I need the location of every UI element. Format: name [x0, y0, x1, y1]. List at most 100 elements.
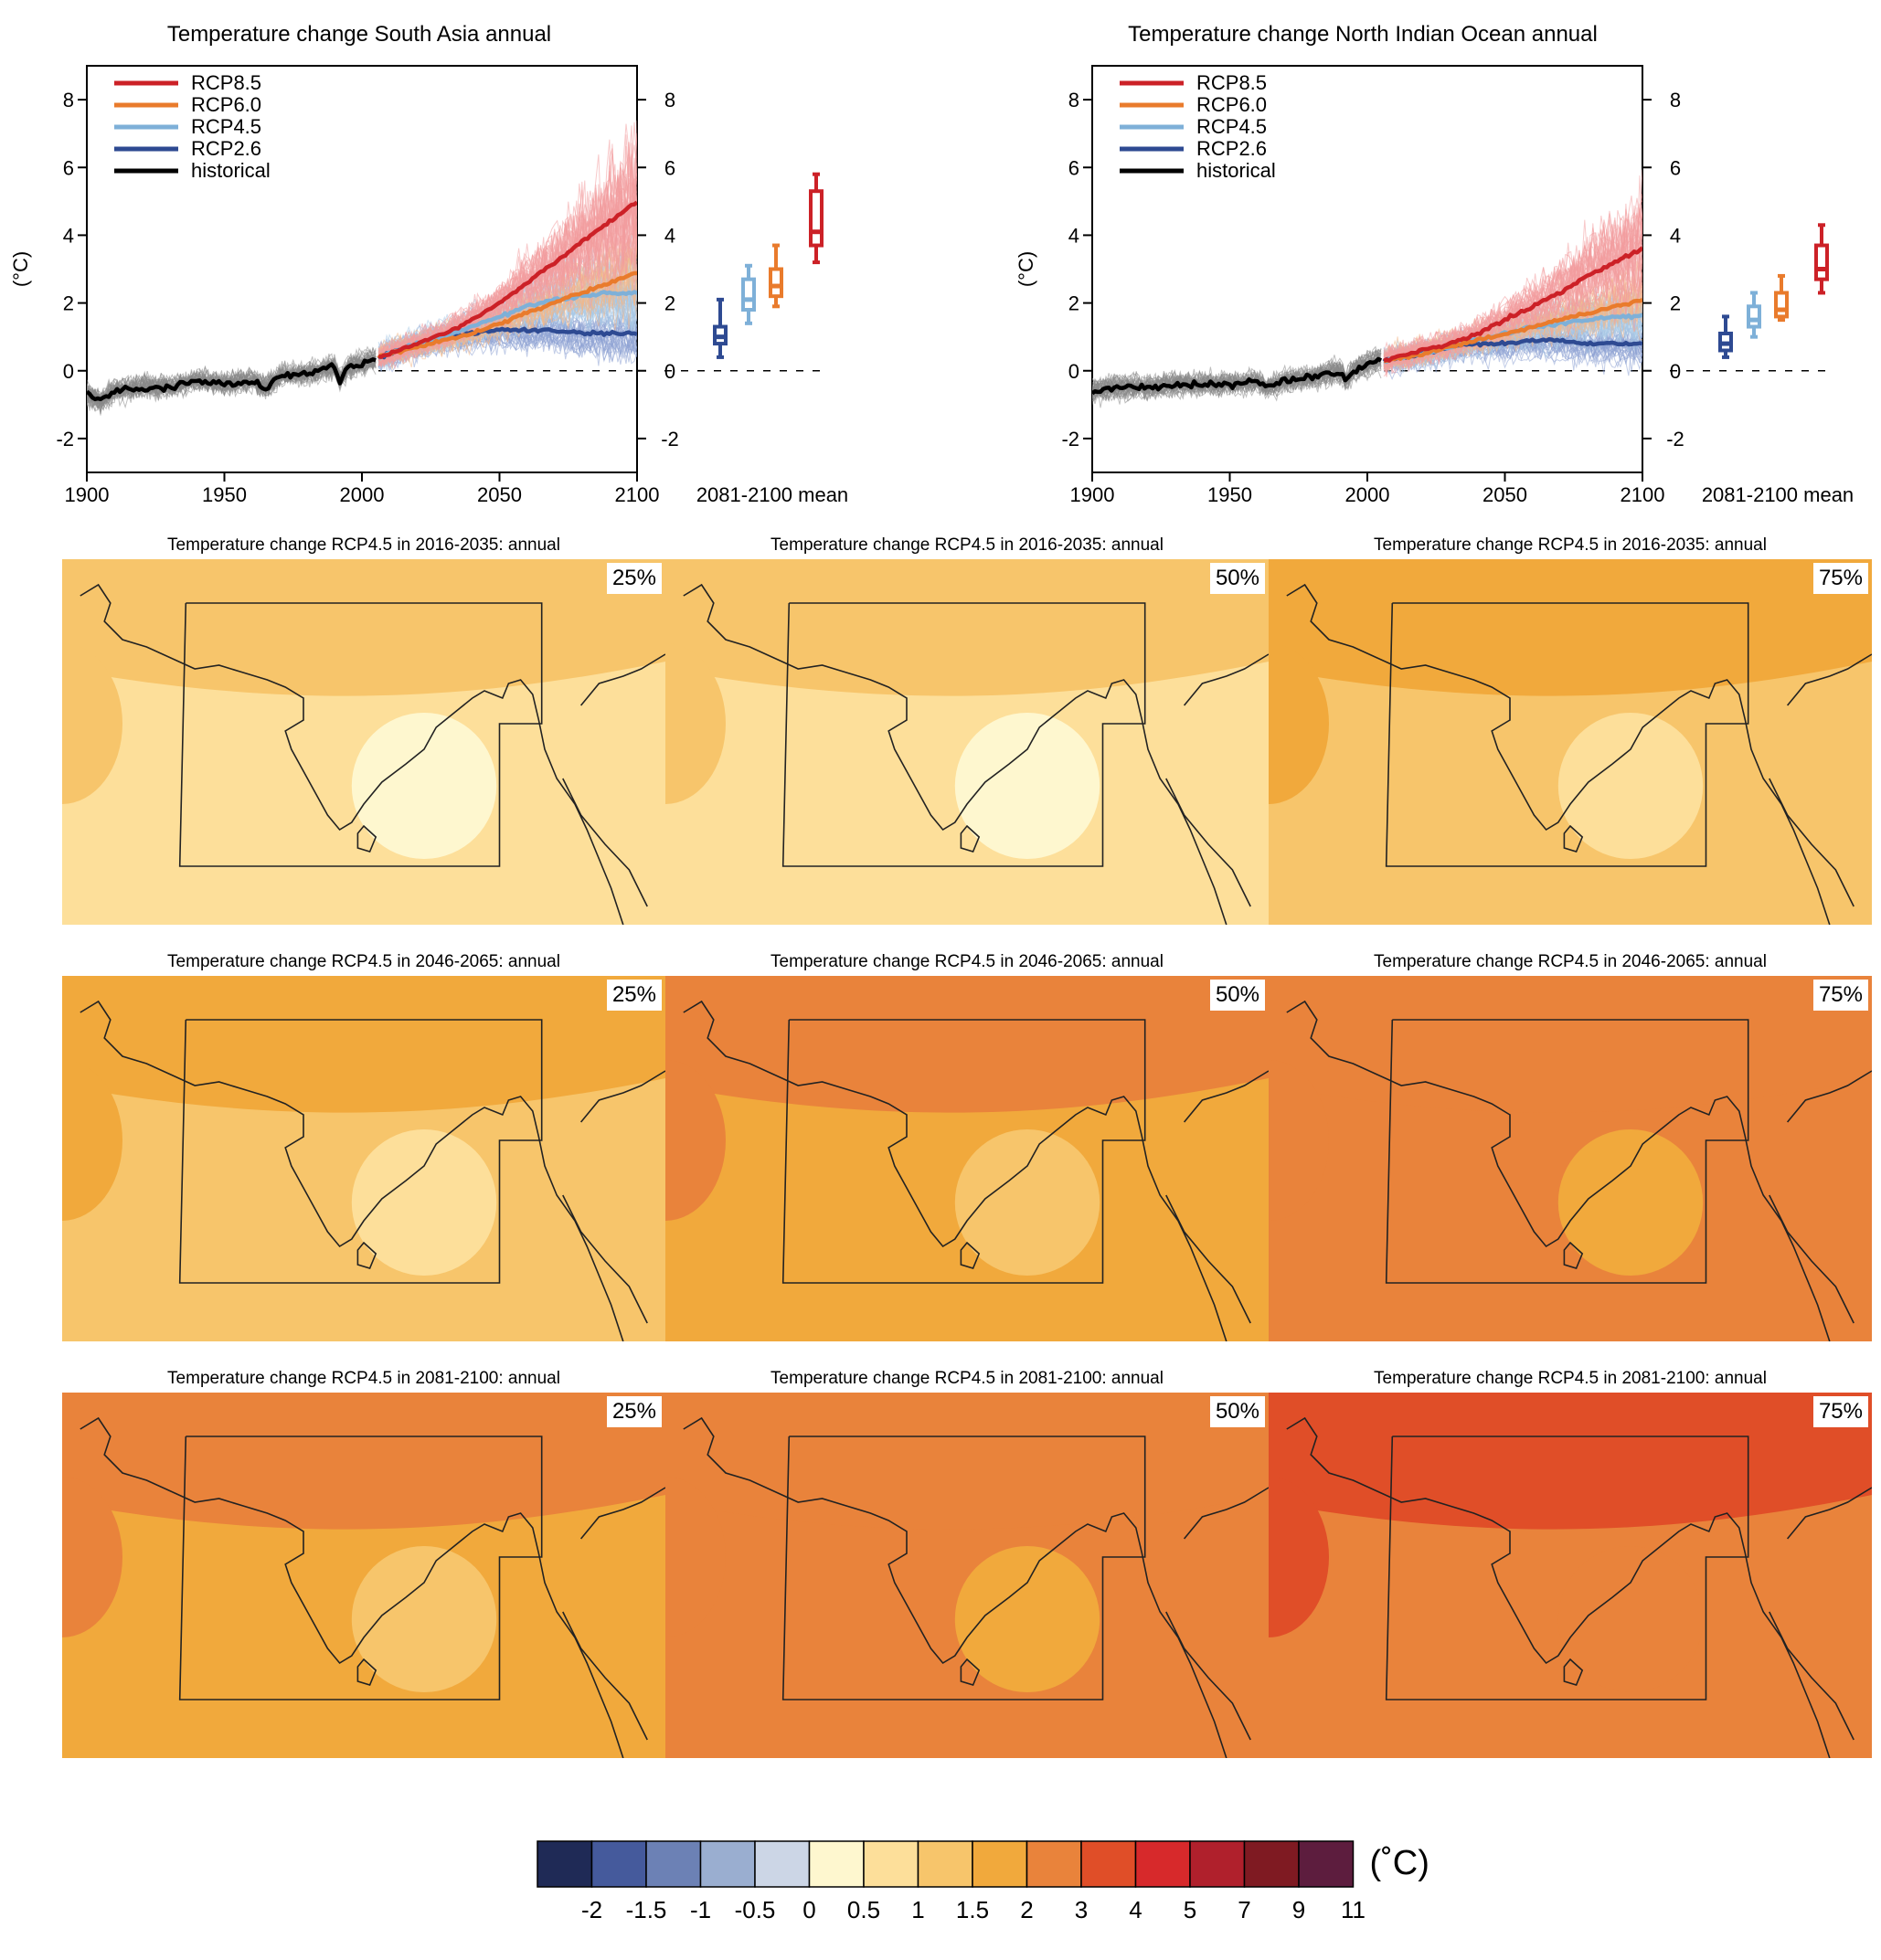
- series-line-rcp60: [1384, 298, 1642, 364]
- colorbar-tick-label: 11: [1341, 1896, 1366, 1923]
- y-tick-label-right: -2: [1666, 428, 1684, 450]
- y-tick-label: 4: [1068, 224, 1079, 247]
- percentile-badge: 50%: [1209, 1396, 1265, 1427]
- coastline-island: [1563, 1241, 1584, 1269]
- colorbar-tick-label: 1.5: [956, 1896, 989, 1923]
- map-title: Temperature change RCP4.5 in 2016-2035: …: [770, 535, 1164, 555]
- y-tick-label-right: 6: [664, 156, 675, 179]
- map-panel: 25%: [62, 1393, 665, 1758]
- coastline: [579, 1487, 665, 1540]
- colorbar-tick-label: -0.5: [735, 1896, 776, 1923]
- timeseries-panel-2: -2 -2 0 0 2 2 4 4 6 6 8 8 1900 1950 2000 2050 2100 (°C) 20…: [1015, 65, 1854, 506]
- y-tick-label-right: 4: [664, 224, 675, 247]
- map-warm-region: [62, 559, 665, 696]
- colorbar: -2 -1.5 -1 -0.5 0 0.5 1 1.5 2 3 4 5 7 9 11(˚C): [537, 1840, 1429, 1923]
- map-title: Temperature change RCP4.5 in 2046-2065: …: [1374, 952, 1767, 971]
- map-warm-region-west: [665, 1477, 726, 1637]
- legend-label: historical: [191, 159, 271, 182]
- x-tick-label: 2050: [1482, 483, 1527, 506]
- coastline: [579, 653, 665, 706]
- colorbar-swatch: [699, 1840, 756, 1888]
- colorbar-swatch: [645, 1840, 702, 1888]
- ensemble-member-line: [377, 155, 637, 366]
- percentile-badge: 75%: [1812, 980, 1868, 1011]
- coastline-island: [356, 1241, 377, 1269]
- region-outline: [1385, 1436, 1749, 1700]
- map-warm-region-west: [665, 643, 726, 804]
- map-canvas: [665, 1393, 1269, 1758]
- ensemble-member-line: [378, 267, 637, 364]
- map-panel: 75%: [1269, 976, 1872, 1341]
- colorbar-tick-label: -2: [581, 1896, 602, 1923]
- coastline: [1786, 653, 1872, 706]
- map-title: Temperature change RCP4.5 in 2046-2065: …: [770, 952, 1164, 971]
- map-cool-region: [351, 1546, 497, 1692]
- y-axis-label: (°C): [9, 251, 32, 287]
- map-title: Temperature change RCP4.5 in 2081-2100: …: [770, 1369, 1164, 1388]
- colorbar-swatch: [537, 1840, 593, 1888]
- map-canvas: [1269, 1393, 1872, 1758]
- colorbar-unit-label: (˚C): [1370, 1844, 1429, 1882]
- coastline: [579, 1070, 665, 1123]
- legend-label: RCP6.0: [191, 93, 261, 116]
- map-panel: 50%: [665, 1393, 1269, 1758]
- coastline: [1786, 1487, 1872, 1540]
- map-cool-region: [1557, 713, 1704, 859]
- colorbar-swatch: [754, 1840, 811, 1888]
- y-tick-label: 2: [1068, 292, 1079, 315]
- map-canvas: [62, 976, 665, 1341]
- map-warm-region: [665, 976, 1269, 1113]
- x-tick-label: 2000: [1345, 483, 1390, 506]
- y-tick-label: 6: [1068, 156, 1079, 179]
- map-panel: 75%: [1269, 1393, 1872, 1758]
- map-canvas: [665, 976, 1269, 1341]
- percentile-badge: 25%: [606, 1396, 662, 1427]
- map-warm-region-west: [62, 1477, 122, 1637]
- y-tick-label: 8: [1068, 89, 1079, 111]
- map-canvas: [1269, 559, 1872, 925]
- boxplot-box: [769, 267, 783, 299]
- coastline: [1183, 1070, 1269, 1123]
- plot-area: [87, 120, 637, 416]
- y-tick-label: -2: [1061, 428, 1079, 450]
- legend-label: RCP2.6: [1196, 137, 1267, 160]
- map-cool-region: [954, 713, 1100, 859]
- legend-label: RCP4.5: [191, 115, 261, 138]
- legend-label: RCP4.5: [1196, 115, 1267, 138]
- y-tick-label-right: 4: [1670, 224, 1681, 247]
- coastline: [683, 583, 1227, 925]
- map-warm-region: [62, 1393, 665, 1530]
- boxplot-box: [1747, 304, 1761, 329]
- colorbar-tick-label: 1: [911, 1896, 924, 1923]
- timeseries-title-2: Temperature change North Indian Ocean an…: [1128, 22, 1598, 47]
- coastline: [1286, 1416, 1831, 1758]
- coastline-island: [356, 1658, 377, 1686]
- coastline: [1786, 1070, 1872, 1123]
- region-outline: [1385, 602, 1749, 867]
- colorbar-tick-label: 7: [1238, 1896, 1250, 1923]
- legend-label: RCP8.5: [1196, 71, 1267, 94]
- boxplot-axis-label: 2081-2100 mean: [1702, 483, 1854, 506]
- y-tick-label-right: 0: [1670, 360, 1681, 383]
- map-panel: 50%: [665, 976, 1269, 1341]
- coastline-island: [1563, 824, 1584, 853]
- boxplot-box: [741, 277, 756, 312]
- map-warm-region: [62, 976, 665, 1113]
- coastline-island: [1563, 1658, 1584, 1686]
- colorbar-tick-label: 0: [802, 1896, 815, 1923]
- series-line-historical: [87, 357, 377, 402]
- map-warm-region-west: [1269, 1060, 1329, 1221]
- x-tick-label: 1950: [202, 483, 247, 506]
- map-cool-region: [1557, 1546, 1704, 1692]
- percentile-badge: 75%: [1812, 563, 1868, 594]
- region-outline: [781, 602, 1146, 867]
- map-warm-region: [665, 1393, 1269, 1530]
- ensemble-member-line: [377, 132, 637, 354]
- y-tick-label: 0: [63, 360, 74, 383]
- coastline: [1165, 1611, 1251, 1741]
- map-title: Temperature change RCP4.5 in 2081-2100: …: [1374, 1369, 1767, 1388]
- y-tick-label: 0: [1068, 360, 1079, 383]
- y-tick-label-right: 8: [1670, 89, 1681, 111]
- coastline: [562, 1194, 648, 1324]
- coastline: [1165, 1194, 1251, 1324]
